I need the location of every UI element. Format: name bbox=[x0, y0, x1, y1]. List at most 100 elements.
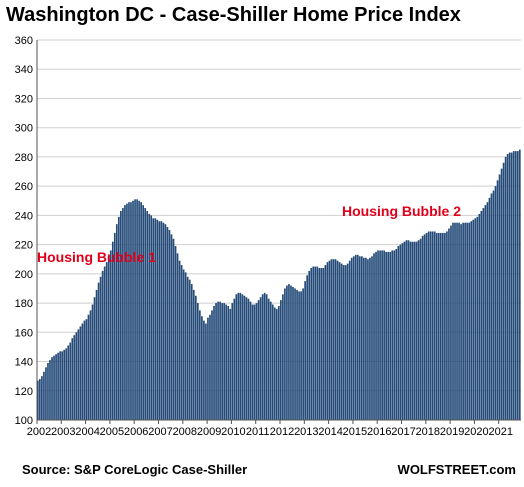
bar bbox=[65, 348, 68, 420]
bar bbox=[194, 295, 197, 420]
bar bbox=[95, 289, 98, 420]
bar bbox=[91, 304, 94, 420]
bar bbox=[174, 246, 177, 420]
bar bbox=[318, 268, 321, 420]
bar bbox=[130, 202, 132, 420]
bar bbox=[425, 232, 428, 420]
bar bbox=[316, 266, 319, 420]
bar bbox=[184, 272, 187, 420]
x-tick-label: 2015 bbox=[343, 426, 367, 438]
bar bbox=[73, 335, 76, 420]
y-tick-label: 180 bbox=[15, 298, 33, 310]
bar bbox=[249, 301, 252, 420]
bar bbox=[389, 251, 392, 420]
bar bbox=[57, 352, 59, 420]
bar bbox=[275, 308, 278, 420]
bar bbox=[136, 199, 138, 420]
bar bbox=[518, 149, 521, 420]
bar bbox=[320, 268, 323, 420]
bar bbox=[300, 291, 302, 420]
bar bbox=[411, 241, 414, 420]
bar bbox=[482, 208, 485, 420]
bar bbox=[203, 320, 205, 420]
bar bbox=[213, 306, 215, 420]
bar bbox=[140, 202, 142, 420]
bar bbox=[296, 289, 298, 420]
bar bbox=[512, 151, 515, 420]
bar bbox=[419, 238, 422, 420]
bar bbox=[371, 256, 373, 420]
x-tick-label: 2004 bbox=[75, 426, 99, 438]
bar bbox=[338, 262, 341, 420]
annotation-bubble-2: Housing Bubble 2 bbox=[342, 203, 461, 219]
bar bbox=[81, 323, 84, 420]
bar bbox=[440, 232, 442, 420]
bar bbox=[47, 363, 49, 420]
y-tick-label: 240 bbox=[15, 210, 33, 222]
bar bbox=[219, 301, 221, 420]
x-tick-label: 2019 bbox=[440, 426, 464, 438]
bar bbox=[492, 190, 495, 420]
bar bbox=[472, 219, 475, 420]
bar bbox=[259, 297, 262, 420]
bar bbox=[49, 360, 51, 420]
bar bbox=[150, 215, 153, 420]
bar bbox=[304, 281, 306, 420]
bar bbox=[480, 211, 483, 420]
x-tick-label: 2012 bbox=[270, 426, 294, 438]
bar bbox=[421, 235, 424, 420]
x-tick-label: 2009 bbox=[197, 426, 221, 438]
bar bbox=[365, 257, 367, 420]
chart-title: Washington DC - Case-Shiller Home Price … bbox=[6, 4, 461, 26]
bar bbox=[460, 224, 462, 420]
bar bbox=[397, 246, 400, 420]
bar bbox=[417, 240, 420, 420]
x-tick-label: 2016 bbox=[367, 426, 391, 438]
bar bbox=[429, 231, 432, 420]
bar bbox=[257, 300, 260, 420]
bar bbox=[146, 211, 149, 420]
bar bbox=[490, 193, 493, 420]
bar bbox=[379, 250, 381, 420]
bar bbox=[221, 303, 223, 420]
bar bbox=[105, 262, 108, 420]
bar bbox=[336, 260, 339, 420]
bar bbox=[93, 297, 96, 420]
bar bbox=[152, 218, 155, 420]
bar bbox=[496, 180, 499, 420]
bar bbox=[340, 263, 343, 420]
x-tick-label: 2005 bbox=[100, 426, 124, 438]
bar bbox=[170, 234, 173, 420]
bar bbox=[85, 319, 88, 420]
bar bbox=[269, 301, 272, 420]
x-tick-label: 2013 bbox=[294, 426, 318, 438]
bar bbox=[209, 314, 211, 420]
bar bbox=[452, 222, 454, 420]
bar bbox=[510, 152, 513, 421]
y-axis-ticks: 100 120 140 160 180 200 220 240 260 280 300 320 340 3… bbox=[15, 35, 33, 427]
bar bbox=[126, 203, 128, 420]
y-tick-label: 120 bbox=[15, 386, 33, 398]
bar bbox=[383, 250, 385, 420]
bar bbox=[215, 303, 217, 420]
x-tick-label: 2018 bbox=[416, 426, 440, 438]
y-tick-label: 160 bbox=[15, 327, 33, 339]
bar bbox=[229, 308, 232, 420]
bar bbox=[409, 241, 412, 420]
bar bbox=[83, 320, 86, 420]
bar bbox=[207, 317, 209, 420]
y-tick-label: 260 bbox=[15, 181, 33, 193]
bar bbox=[391, 250, 394, 420]
bar bbox=[138, 200, 140, 420]
y-tick-label: 360 bbox=[15, 35, 33, 47]
bar bbox=[71, 338, 74, 420]
bar bbox=[277, 306, 280, 420]
x-tick-label: 2017 bbox=[391, 426, 415, 438]
bar bbox=[395, 249, 398, 420]
bar bbox=[51, 357, 53, 420]
bar bbox=[190, 284, 193, 420]
bar bbox=[488, 197, 491, 420]
bar bbox=[344, 265, 347, 420]
bar bbox=[59, 351, 61, 420]
